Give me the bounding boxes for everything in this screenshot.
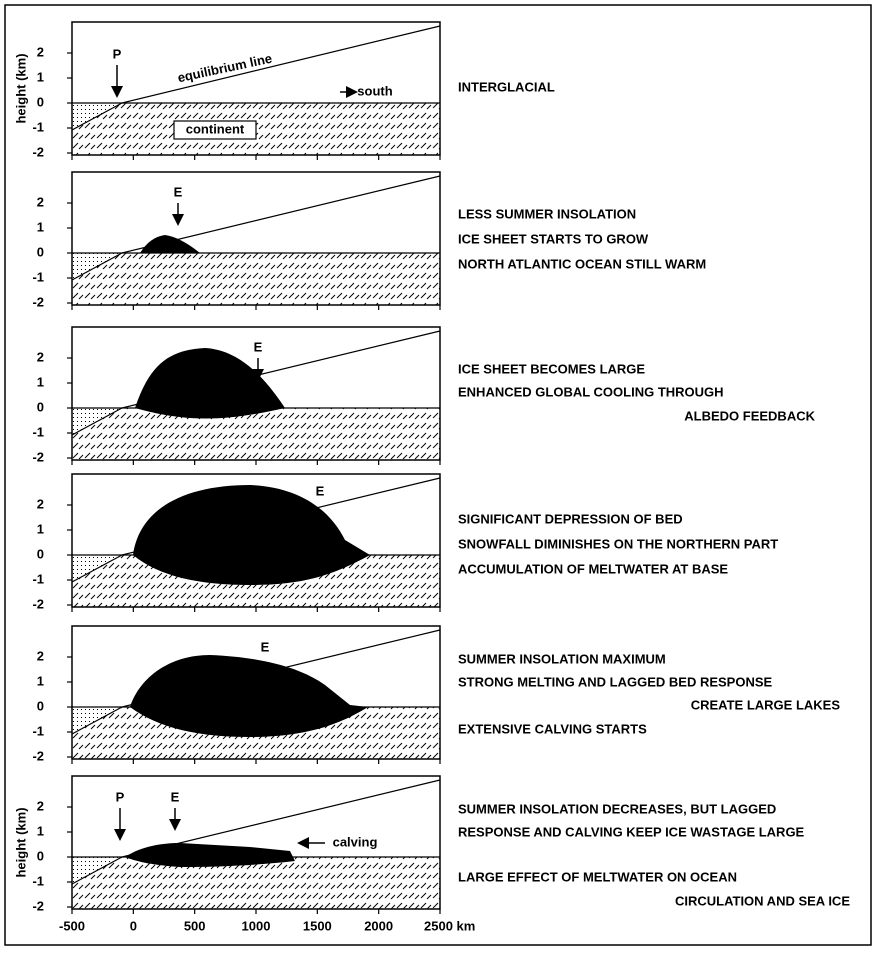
y-tick-label: -1 [32,873,44,888]
y-tick-label: -2 [32,748,44,763]
x-tick-label: 2000 [364,918,393,933]
panel: 2 1 0 -1 -2 E SUMMER INSOLATION MAXIMUM STRONG … [32,626,840,764]
y-tick-label: -1 [32,424,44,439]
y-tick-label: 1 [37,69,44,84]
panel: 2 1 0 -1 -2 E LESS SUMMER INSOLATION ICE SHEET … [32,172,706,310]
continent-area [72,857,440,909]
annotation: P [113,46,122,61]
y-tick-label: -1 [32,571,44,586]
y-tick-label: -2 [32,596,44,611]
continent-area [72,408,440,460]
ice-sheet [135,348,285,419]
caption-line: SIGNIFICANT DEPRESSION OF BED [458,511,683,526]
figure: 2 1 0 -1 -2 height (km) Pequilibrium line south… [0,0,877,951]
caption-line: ACCUMULATION OF MELTWATER AT BASE [458,561,728,576]
y-axis-label: height (km) [13,53,28,123]
y-tick-label: 0 [37,399,44,414]
x-tick-label: 1500 [303,918,332,933]
y-tick-label: 2 [37,44,44,59]
annotation: P [116,789,125,804]
y-tick-label: 1 [37,673,44,688]
y-tick-label: -2 [32,294,44,309]
x-tick-label: 2500 km [424,918,475,933]
y-tick-label: 1 [37,823,44,838]
annotation: calving [333,834,378,849]
y-tick-label: 0 [37,848,44,863]
caption-line: ICE SHEET STARTS TO GROW [458,231,649,246]
annotation: E [174,184,183,199]
y-tick-label: -2 [32,898,44,913]
page: 2 1 0 -1 -2 height (km) Pequilibrium line south… [0,0,877,956]
y-tick-label: 2 [37,496,44,511]
panel: 2 1 0 -1 -2 E ICE SHEET BECOMES LARGE ENHANCED … [32,327,815,465]
x-tick-label: 0 [130,918,137,933]
y-tick-label: 0 [37,94,44,109]
annotation: E [316,483,325,498]
annotation: E [171,789,180,804]
annotation: equilibrium line [176,51,273,86]
caption-line: RESPONSE AND CALVING KEEP ICE WASTAGE LA… [458,824,805,839]
y-tick-label: -1 [32,723,44,738]
x-tick-label: -500 [59,918,85,933]
y-tick-label: 2 [37,194,44,209]
y-tick-label: 2 [37,349,44,364]
caption-line: ENHANCED GLOBAL COOLING THROUGH [458,384,724,399]
y-tick-label: -1 [32,269,44,284]
continent-area [72,253,440,305]
caption-line: CIRCULATION AND SEA ICE [675,893,850,908]
caption-line: STRONG MELTING AND LAGGED BED RESPONSE [458,674,773,689]
caption-line: SUMMER INSOLATION DECREASES, BUT LAGGED [458,801,776,816]
caption-line: SNOWFALL DIMINISHES ON THE NORTHERN PART [458,536,778,551]
annotation: south [357,83,392,98]
panel: 2 1 0 -1 -2 E SIGNIFICANT DEPRESSION OF BED SNO… [32,474,778,612]
y-tick-label: 2 [37,798,44,813]
caption-line: CREATE LARGE LAKES [691,697,841,712]
y-tick-label: -1 [32,119,44,134]
y-axis-label: height (km) [13,807,28,877]
x-tick-label: 500 [184,918,206,933]
caption-line: SUMMER INSOLATION MAXIMUM [458,651,666,666]
y-tick-label: 0 [37,698,44,713]
annotation: E [254,339,263,354]
caption-line: EXTENSIVE CALVING STARTS [458,721,647,736]
y-tick-label: 1 [37,521,44,536]
caption-line: ALBEDO FEEDBACK [684,408,815,423]
y-tick-label: 0 [37,546,44,561]
ice-sheet [125,843,295,867]
y-tick-label: 1 [37,219,44,234]
ice-sheet [133,485,370,585]
caption-line: LARGE EFFECT OF MELTWATER ON OCEAN [458,869,737,884]
y-tick-label: 0 [37,244,44,259]
y-tick-label: 2 [37,648,44,663]
y-tick-label: -2 [32,144,44,159]
caption-line: LESS SUMMER INSOLATION [458,206,636,221]
x-tick-label: 1000 [242,918,271,933]
panel: 2 1 0 -1 -2 -500 0 500 1000 1500 2000 2500 km height… [13,776,850,933]
annotation: E [261,639,270,654]
annotation: continent [186,121,245,136]
caption-line: INTERGLACIAL [458,79,555,94]
caption-line: NORTH ATLANTIC OCEAN STILL WARM [458,256,706,271]
y-tick-label: 1 [37,374,44,389]
ice-sheet [140,235,200,253]
caption-line: ICE SHEET BECOMES LARGE [458,361,645,376]
y-tick-label: -2 [32,449,44,464]
